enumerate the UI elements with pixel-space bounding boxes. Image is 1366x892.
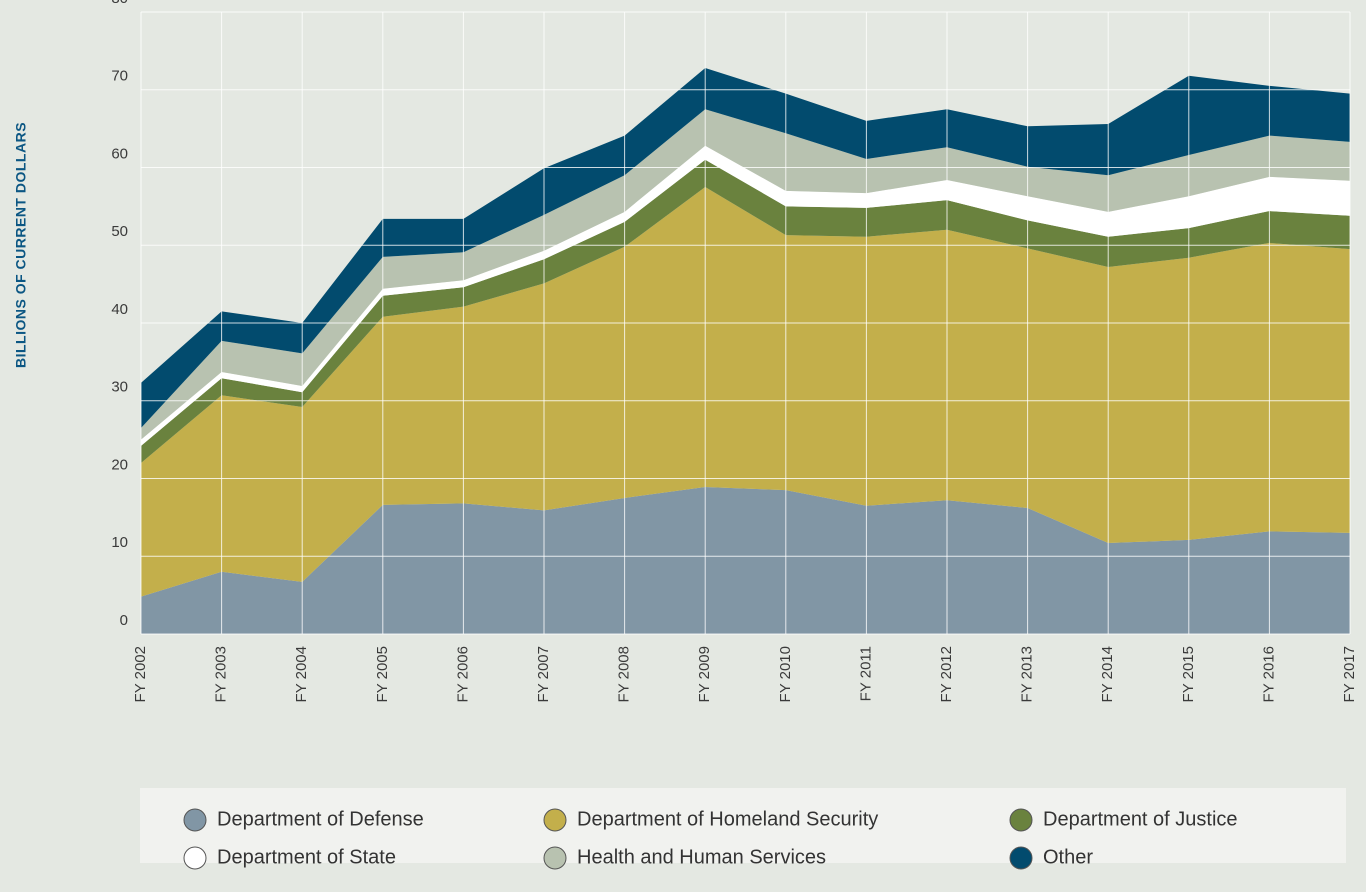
y-tick-label: 30 <box>111 379 128 396</box>
legend-marker <box>543 846 567 870</box>
x-tick-label: FY 2006 <box>454 646 471 702</box>
x-tick-label: FY 2010 <box>777 646 794 702</box>
legend-label: Department of State <box>217 846 396 868</box>
x-tick-label: FY 2005 <box>374 646 391 702</box>
y-tick-label: 50 <box>111 223 128 240</box>
area <box>141 186 1350 597</box>
legend-box <box>140 788 1346 863</box>
area <box>141 109 1350 440</box>
legend-label: Health and Human Services <box>577 846 826 868</box>
y-tick-label: 20 <box>111 456 128 473</box>
area <box>141 145 1350 446</box>
y-tick-label: 10 <box>111 534 128 551</box>
x-tick-label: FY 2007 <box>535 646 552 702</box>
x-tick-label: FY 2009 <box>696 646 713 702</box>
legend-marker <box>183 846 207 870</box>
legend-label: Other <box>1043 846 1093 868</box>
area <box>141 67 1350 428</box>
legend-marker <box>1009 808 1033 832</box>
x-tick-label: FY 2002 <box>132 646 149 702</box>
area <box>141 159 1350 463</box>
x-tick-label: FY 2011 <box>857 646 874 701</box>
legend-label: Department of Homeland Security <box>577 808 878 830</box>
legend-marker <box>183 808 207 832</box>
area <box>141 487 1350 634</box>
x-tick-label: FY 2015 <box>1180 646 1197 702</box>
x-tick-label: FY 2008 <box>616 646 633 702</box>
x-tick-label: FY 2016 <box>1260 646 1277 702</box>
legend-label: Department of Defense <box>217 808 424 830</box>
x-tick-label: FY 2003 <box>213 646 230 702</box>
y-tick-label: 70 <box>111 68 128 85</box>
legend-label: Department of Justice <box>1043 808 1238 830</box>
y-tick-label: 0 <box>120 612 128 629</box>
x-tick-label: FY 2012 <box>938 646 955 702</box>
y-tick-label: 80 <box>111 0 128 7</box>
legend-marker <box>1009 846 1033 870</box>
y-tick-label: 60 <box>111 145 128 162</box>
x-tick-label: FY 2013 <box>1019 646 1036 702</box>
y-axis-label: BILLIONS OF CURRENT DOLLARS <box>13 122 29 368</box>
y-tick-label: 40 <box>111 301 128 318</box>
x-tick-label: FY 2004 <box>293 646 310 702</box>
x-tick-label: FY 2014 <box>1099 646 1116 702</box>
legend-marker <box>543 808 567 832</box>
x-tick-label: FY 2017 <box>1341 646 1358 702</box>
